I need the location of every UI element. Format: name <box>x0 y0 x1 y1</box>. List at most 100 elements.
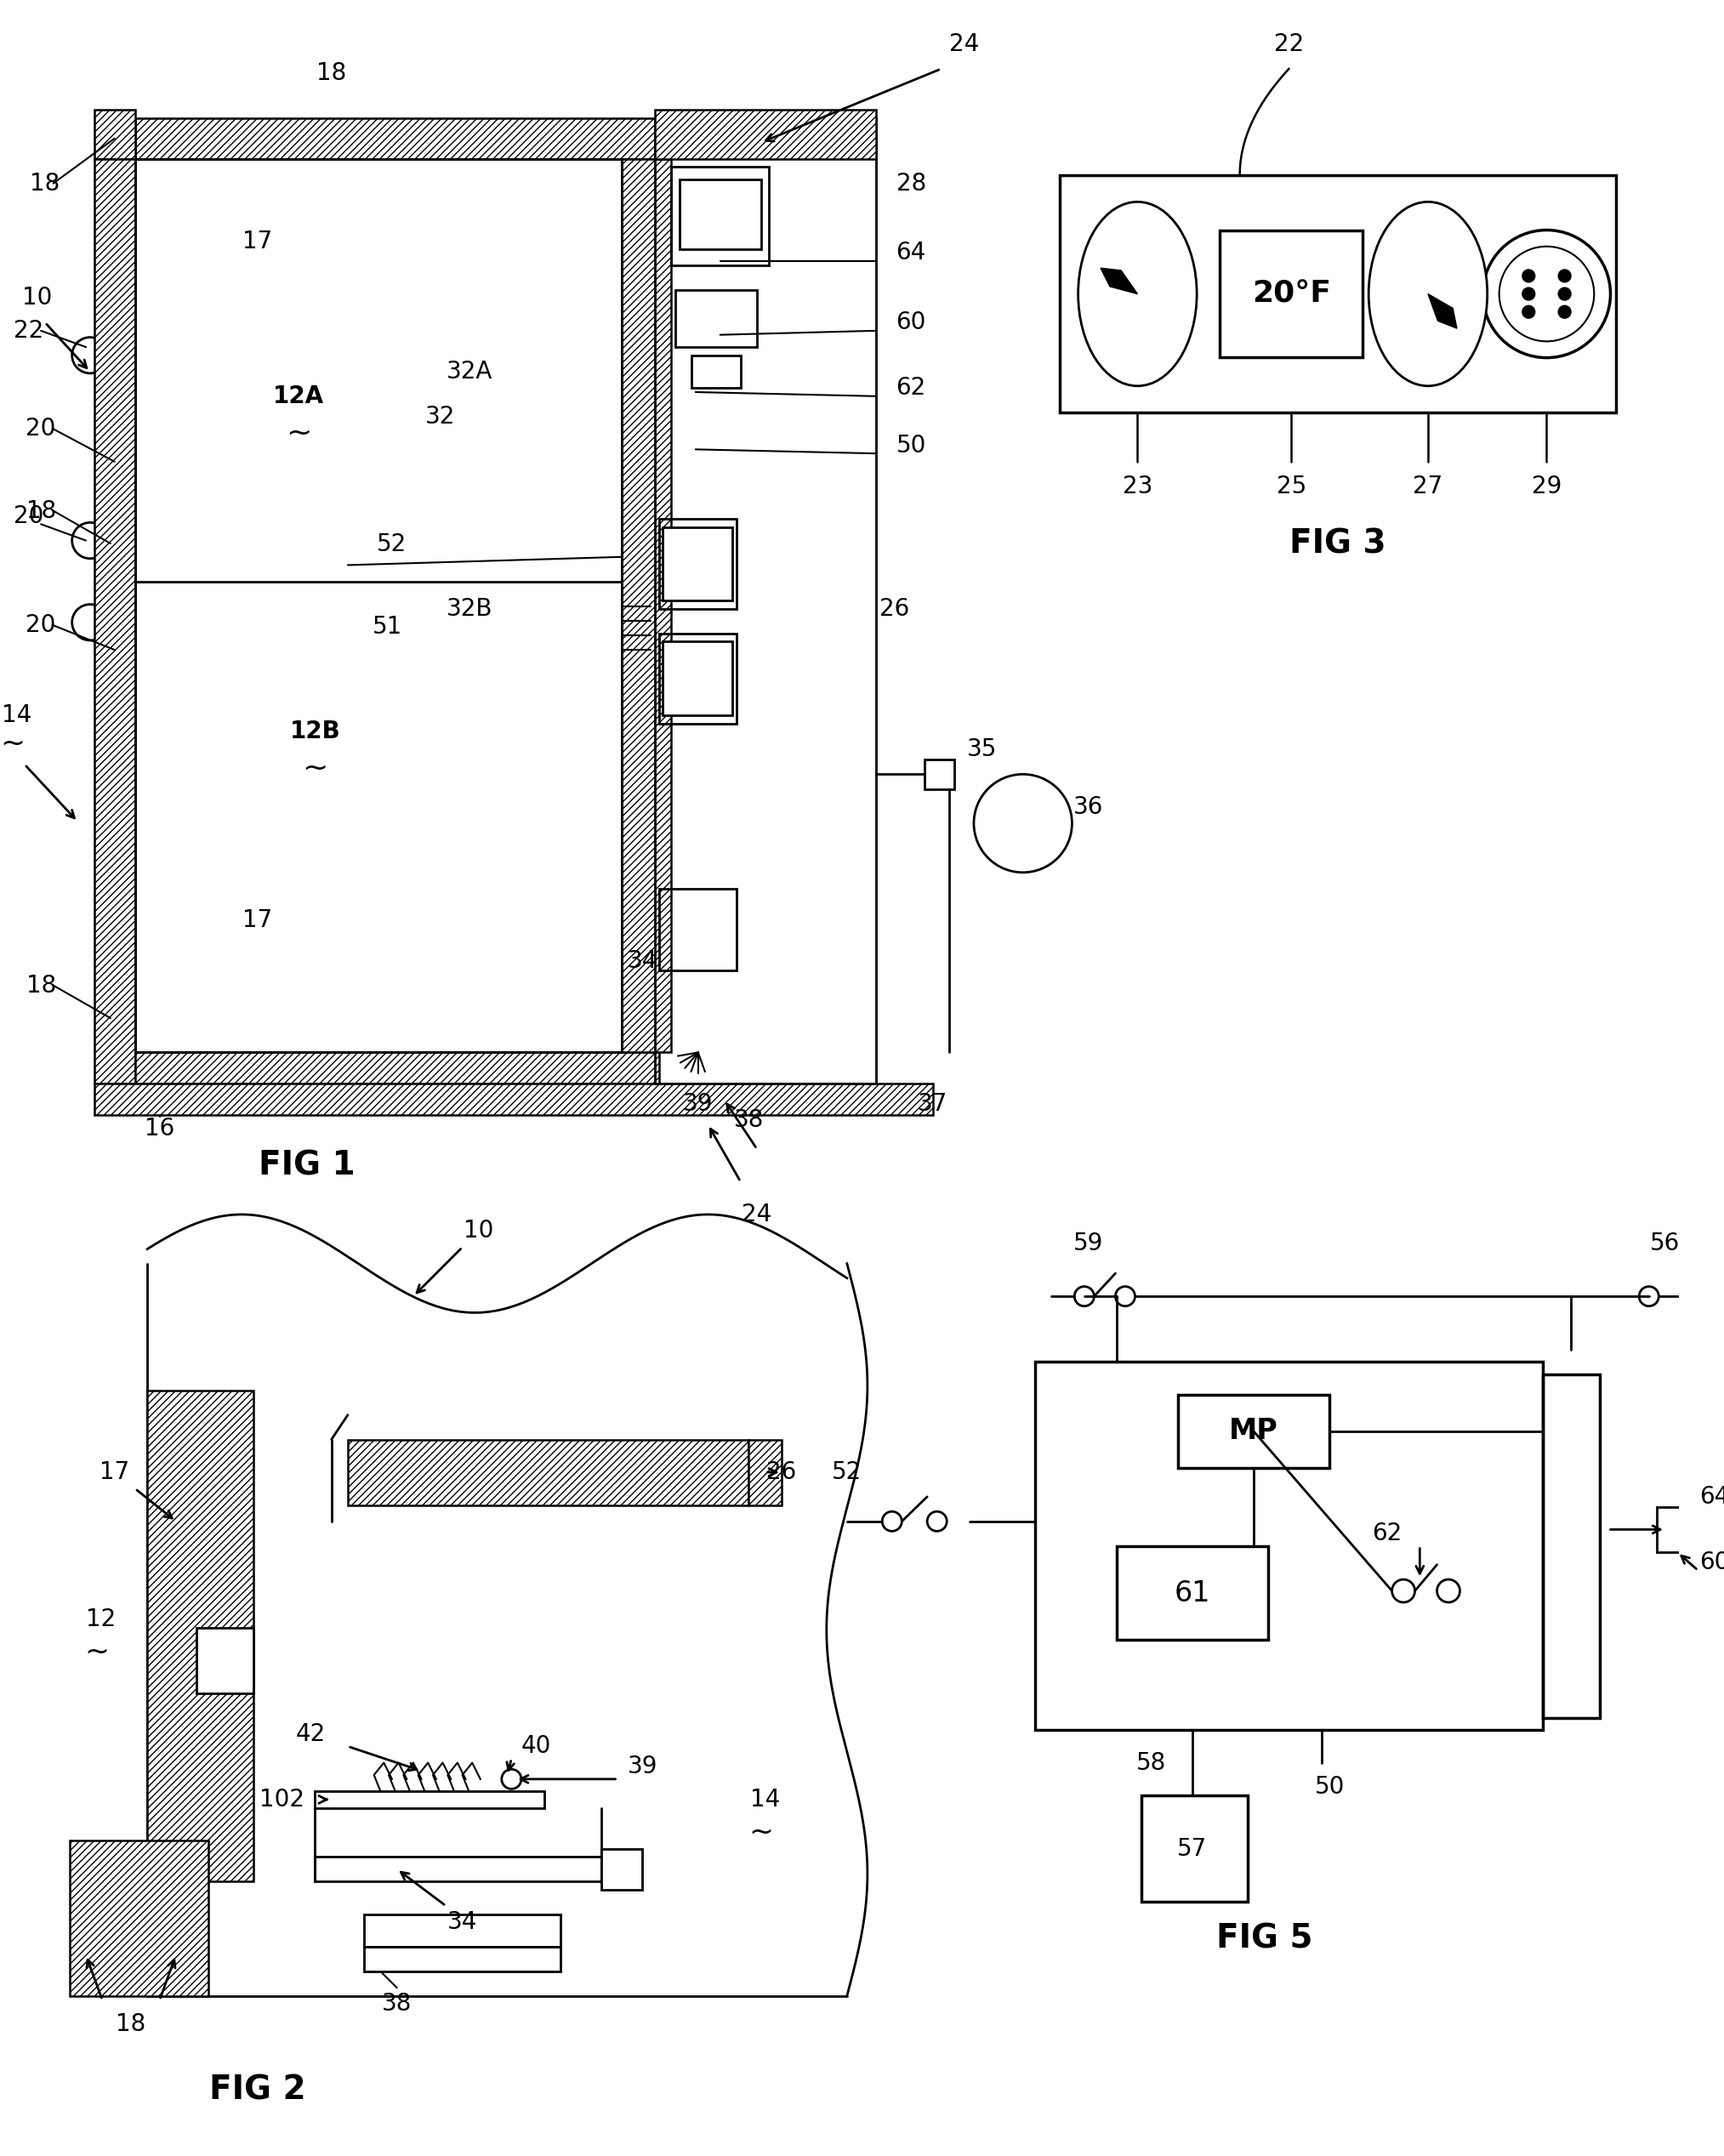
Text: 58: 58 <box>1136 1751 1167 1774</box>
Bar <box>134 1052 659 1084</box>
Text: 27: 27 <box>1414 474 1443 498</box>
Text: 32B: 32B <box>447 597 493 621</box>
Bar <box>95 1084 933 1115</box>
Text: 42: 42 <box>297 1723 326 1746</box>
Text: 26: 26 <box>767 1460 796 1483</box>
Text: 52: 52 <box>833 1460 862 1483</box>
Text: 20°F: 20°F <box>1252 280 1331 308</box>
Ellipse shape <box>1078 203 1196 386</box>
Text: 32: 32 <box>426 405 455 429</box>
Bar <box>147 1391 253 1882</box>
Bar <box>676 289 757 347</box>
Text: 18: 18 <box>29 172 60 196</box>
Text: 18: 18 <box>317 60 347 84</box>
Text: 20: 20 <box>14 505 43 528</box>
Text: 34: 34 <box>447 1910 478 1934</box>
Text: ~: ~ <box>286 418 312 448</box>
Bar <box>1219 231 1362 358</box>
Text: MP: MP <box>1229 1416 1277 1445</box>
Text: 36: 36 <box>1074 796 1103 819</box>
Bar <box>691 356 741 388</box>
Text: FIG 3: FIG 3 <box>1290 528 1386 561</box>
Bar <box>134 119 659 160</box>
Bar <box>69 1841 209 1996</box>
Bar <box>662 642 733 716</box>
Text: 56: 56 <box>1650 1231 1681 1255</box>
Text: 17: 17 <box>100 1460 129 1483</box>
Circle shape <box>1558 306 1571 317</box>
Text: 50: 50 <box>1315 1774 1345 1798</box>
Text: 14: 14 <box>2 703 31 727</box>
Text: 102: 102 <box>260 1787 305 1811</box>
Text: 20: 20 <box>26 614 55 638</box>
Text: 34: 34 <box>628 949 657 972</box>
Bar <box>197 1628 253 1692</box>
Bar <box>1060 175 1615 412</box>
Bar <box>659 634 736 724</box>
Bar <box>364 1915 560 1947</box>
Bar <box>659 888 736 970</box>
Bar <box>671 166 769 265</box>
Bar <box>622 160 671 1052</box>
Bar <box>655 110 876 160</box>
Text: 28: 28 <box>896 172 926 196</box>
Text: 50: 50 <box>896 433 926 457</box>
Text: FIG 5: FIG 5 <box>1215 1923 1312 1955</box>
Text: 12B: 12B <box>290 720 340 744</box>
Bar <box>1543 1373 1600 1718</box>
Text: 18: 18 <box>26 975 55 998</box>
Bar <box>95 160 134 1084</box>
Ellipse shape <box>1369 203 1488 386</box>
Text: 60: 60 <box>896 310 926 334</box>
Text: 39: 39 <box>628 1755 657 1779</box>
Text: 35: 35 <box>967 737 996 761</box>
Text: 14: 14 <box>750 1787 781 1811</box>
Bar <box>1034 1363 1543 1729</box>
Text: 52: 52 <box>376 533 407 556</box>
Bar <box>1117 1546 1269 1641</box>
Text: 60: 60 <box>1700 1550 1724 1574</box>
Polygon shape <box>1100 267 1138 293</box>
Text: 61: 61 <box>1174 1580 1210 1608</box>
Bar <box>602 1848 643 1889</box>
Circle shape <box>1558 289 1571 300</box>
Bar <box>662 526 733 602</box>
Bar <box>364 1947 560 1971</box>
Bar <box>348 1440 748 1505</box>
Bar <box>315 1792 545 1807</box>
Bar <box>1179 1395 1329 1468</box>
Bar <box>315 1856 602 1882</box>
Text: 12: 12 <box>86 1608 116 1632</box>
Polygon shape <box>1427 293 1457 328</box>
Circle shape <box>1522 306 1534 317</box>
Circle shape <box>1522 289 1534 300</box>
Text: 18: 18 <box>116 2014 147 2037</box>
Bar <box>748 1440 781 1505</box>
Text: 18: 18 <box>26 498 55 522</box>
Text: 26: 26 <box>879 597 910 621</box>
Text: 25: 25 <box>1276 474 1307 498</box>
Text: 20: 20 <box>26 416 55 440</box>
Bar <box>659 520 736 608</box>
Text: 64: 64 <box>896 241 926 265</box>
Text: 38: 38 <box>734 1108 764 1132</box>
Bar <box>1657 1507 1702 1552</box>
Text: 62: 62 <box>896 375 926 399</box>
Text: 57: 57 <box>1177 1837 1207 1861</box>
Text: 10: 10 <box>22 287 52 310</box>
Text: ~: ~ <box>748 1818 774 1848</box>
Text: 38: 38 <box>381 1992 412 2016</box>
Text: 22: 22 <box>1274 32 1303 56</box>
Text: 10: 10 <box>464 1218 493 1242</box>
Text: 40: 40 <box>521 1733 552 1759</box>
Text: 23: 23 <box>1122 474 1153 498</box>
Text: 22: 22 <box>14 319 43 343</box>
Text: 17: 17 <box>243 229 272 252</box>
Circle shape <box>1522 270 1534 282</box>
Bar <box>1141 1796 1248 1902</box>
Text: 51: 51 <box>372 614 402 638</box>
Text: 39: 39 <box>683 1093 714 1117</box>
Text: 64: 64 <box>1700 1485 1724 1509</box>
Text: 16: 16 <box>145 1117 174 1141</box>
Bar <box>655 119 876 1084</box>
